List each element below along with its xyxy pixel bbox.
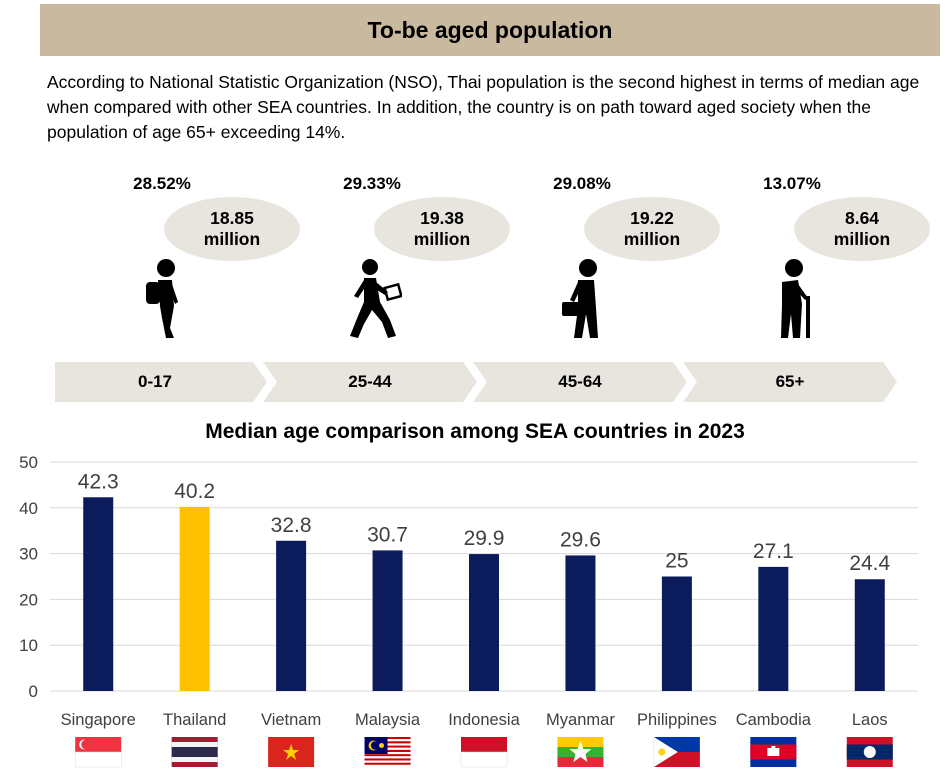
data-label: 25 bbox=[665, 550, 688, 573]
data-label: 27.1 bbox=[753, 540, 794, 563]
x-tick-label: Malaysia bbox=[355, 711, 421, 729]
age-group-percent: 29.08% bbox=[553, 174, 611, 193]
age-range-label: 65+ bbox=[775, 372, 805, 391]
age-group-0-17: 28.52% 18.85 million bbox=[112, 170, 322, 350]
singapore-flag-icon bbox=[74, 737, 122, 768]
population-unit: million bbox=[623, 229, 681, 249]
laos-flag-icon bbox=[846, 737, 893, 767]
y-tick-label: 0 bbox=[29, 682, 38, 701]
thailand-flag-icon bbox=[171, 737, 218, 767]
child-backpack-icon bbox=[146, 259, 178, 338]
population-value: 18.85 bbox=[210, 208, 254, 228]
bar-thailand bbox=[179, 506, 210, 691]
adult-briefcase-icon bbox=[562, 259, 598, 338]
population-unit: million bbox=[413, 229, 471, 249]
age-group-65-plus: 13.07% 8.64 million bbox=[742, 170, 950, 350]
bar-philippines bbox=[661, 576, 692, 691]
bar-cambodia bbox=[758, 566, 789, 691]
age-group-percent: 29.33% bbox=[343, 174, 401, 193]
population-value: 19.22 bbox=[630, 208, 674, 228]
x-tick-label: Laos bbox=[852, 711, 888, 729]
median-age-bar-chart: 0 10 20 30 40 50 42.3 Singapore 40.2 Thailand 32.8… bbox=[19, 453, 918, 768]
age-range-label: 45-64 bbox=[558, 372, 602, 391]
data-label: 29.6 bbox=[560, 528, 601, 551]
x-tick-label: Cambodia bbox=[736, 711, 812, 729]
bar-indonesia bbox=[469, 554, 499, 691]
bar-singapore bbox=[83, 497, 114, 691]
title-banner: To-be aged population bbox=[40, 4, 940, 56]
x-tick-label: Singapore bbox=[61, 711, 136, 729]
population-value: 19.38 bbox=[420, 208, 464, 228]
malaysia-flag-icon bbox=[364, 737, 411, 767]
intro-paragraph: According to National Statistic Organiza… bbox=[47, 72, 920, 142]
age-group-25-44: 29.33% 19.38 million bbox=[322, 170, 532, 350]
data-label: 32.8 bbox=[271, 514, 312, 537]
age-group-percent: 13.07% bbox=[763, 174, 821, 193]
bar-laos bbox=[854, 579, 885, 691]
y-tick-label: 40 bbox=[19, 499, 38, 518]
age-range-arrow bbox=[263, 362, 477, 402]
population-unit: million bbox=[833, 229, 891, 249]
age-range-arrow bbox=[55, 362, 267, 402]
age-range-arrow bbox=[473, 362, 687, 402]
bar-malaysia bbox=[372, 550, 403, 691]
x-tick-label: Myanmar bbox=[546, 711, 615, 729]
elderly-cane-icon bbox=[781, 259, 810, 338]
x-tick-label: Vietnam bbox=[261, 711, 321, 729]
population-value: 8.64 bbox=[844, 208, 880, 228]
page-title: To-be aged population bbox=[367, 16, 613, 43]
y-tick-label: 20 bbox=[19, 590, 38, 609]
population-bubble: 18.85 million bbox=[164, 197, 300, 261]
x-tick-label: Philippines bbox=[637, 711, 717, 729]
age-range-label: 25-44 bbox=[348, 372, 392, 391]
y-tick-label: 10 bbox=[19, 636, 38, 655]
data-label: 30.7 bbox=[367, 523, 408, 546]
indonesia-flag-icon bbox=[460, 737, 508, 768]
y-tick-label: 30 bbox=[19, 545, 38, 564]
data-label: 42.3 bbox=[78, 470, 119, 493]
age-group-percent: 28.52% bbox=[133, 174, 191, 193]
data-label: 24.4 bbox=[849, 552, 890, 575]
myanmar-flag-icon bbox=[557, 737, 604, 767]
walking-worker-icon bbox=[350, 259, 402, 338]
data-label: 29.9 bbox=[464, 527, 505, 550]
philippines-flag-icon bbox=[653, 737, 700, 767]
age-group-45-64: 29.08% 19.22 million bbox=[532, 170, 742, 350]
vietnam-flag-icon bbox=[268, 737, 315, 767]
chart-title: Median age comparison among SEA countrie… bbox=[205, 420, 745, 443]
population-bubble: 8.64 million bbox=[794, 197, 930, 261]
y-tick-label: 50 bbox=[19, 453, 38, 472]
bar-myanmar bbox=[565, 555, 596, 691]
age-range-arrows: 0-17 25-44 45-64 65+ bbox=[55, 362, 905, 402]
cambodia-flag-icon bbox=[750, 737, 797, 767]
population-bubble: 19.22 million bbox=[584, 197, 720, 261]
data-label: 40.2 bbox=[174, 480, 215, 503]
age-range-arrow bbox=[683, 362, 897, 402]
population-bubble: 19.38 million bbox=[374, 197, 510, 261]
age-range-label: 0-17 bbox=[137, 372, 173, 391]
bar-vietnam bbox=[276, 540, 307, 691]
x-tick-label: Thailand bbox=[163, 711, 226, 729]
x-tick-label: Indonesia bbox=[448, 711, 520, 729]
population-unit: million bbox=[203, 229, 261, 249]
